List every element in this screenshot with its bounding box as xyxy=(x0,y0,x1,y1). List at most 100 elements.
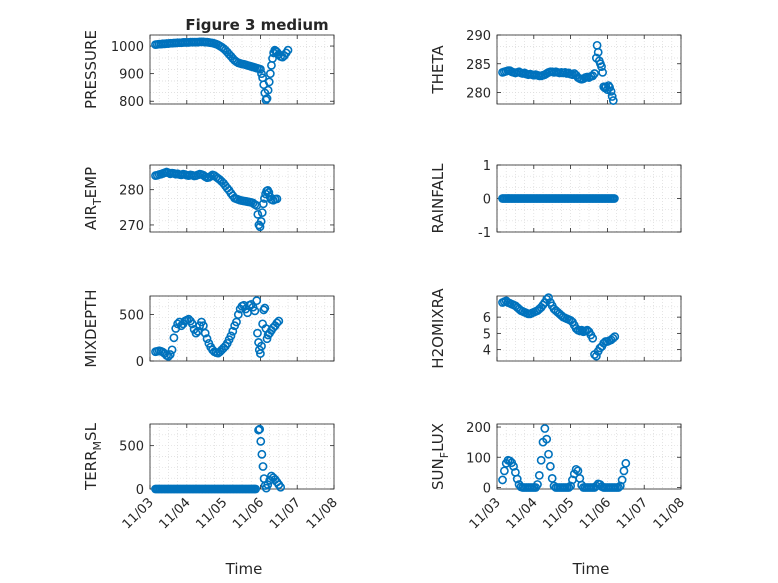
y-axis-label: H2OMIXRA xyxy=(429,288,447,369)
data-point xyxy=(226,331,236,341)
data-point xyxy=(274,316,284,326)
data-point xyxy=(621,458,631,468)
data-point xyxy=(545,461,555,471)
data-point xyxy=(597,62,606,72)
y-tick-label: 0 xyxy=(483,481,491,496)
x-axis-label: Time xyxy=(572,560,610,578)
y-tick-label: -1 xyxy=(478,226,491,241)
data-point xyxy=(591,351,601,361)
y-tick-label: 5 xyxy=(483,327,491,342)
data-point xyxy=(564,483,574,492)
data-point xyxy=(610,332,620,342)
data-point xyxy=(257,208,267,218)
data-point xyxy=(614,483,623,492)
data-point xyxy=(261,95,271,105)
y-axis-label: MIXDEPTH xyxy=(82,289,100,367)
y-axis-label: RAINFALL xyxy=(429,163,447,234)
data-point xyxy=(253,209,263,219)
data-point xyxy=(588,333,598,343)
data-point xyxy=(605,82,615,92)
data-point xyxy=(233,310,243,319)
data-point xyxy=(534,470,544,480)
y-axis-label-subscript: M xyxy=(91,441,104,451)
data-point xyxy=(272,318,282,328)
data-point xyxy=(202,334,212,344)
data-point xyxy=(593,47,603,57)
data-point xyxy=(268,54,277,63)
data-point xyxy=(263,85,273,95)
data-point xyxy=(250,306,260,316)
data-point xyxy=(163,351,173,361)
y-axis-label-subscript: T xyxy=(91,198,104,206)
panel-rainfall: -1 0 1 RAINFALL xyxy=(429,159,682,241)
y-tick-label: 6 xyxy=(483,311,491,326)
data-point xyxy=(167,345,177,355)
data-point xyxy=(260,303,270,313)
data-point xyxy=(228,326,238,336)
y-axis-label: THETA xyxy=(429,45,447,95)
data-point xyxy=(200,328,210,338)
panel-pressure: 800 900 1000 PRESSURE xyxy=(82,30,335,110)
data-point xyxy=(255,64,265,74)
y-axis-label: PRESSURE xyxy=(82,30,100,109)
y-axis-label: AIRTEMP xyxy=(82,167,104,230)
y-tick-label: 900 xyxy=(119,68,144,83)
data-point xyxy=(256,217,266,226)
axes-box xyxy=(149,164,335,233)
y-tick-label: 285 xyxy=(466,58,491,73)
y-tick-label: 800 xyxy=(119,95,144,110)
data-point xyxy=(533,480,542,489)
data-point xyxy=(257,449,267,459)
y-axis-label-rest: SL xyxy=(82,422,100,441)
data-point xyxy=(571,464,581,474)
y-tick-label: 200 xyxy=(466,421,491,436)
panel-theta: 280 285 290 THETA xyxy=(429,29,682,105)
data-point xyxy=(257,341,266,351)
data-point xyxy=(252,296,262,306)
data-point xyxy=(255,424,265,434)
data-point xyxy=(544,293,553,303)
panel-mixdepth: 0 500 MIXDEPTH xyxy=(82,289,335,370)
y-tick-label: 500 xyxy=(119,309,144,324)
data-point xyxy=(251,484,261,494)
data-point xyxy=(264,77,274,87)
y-tick-label: 280 xyxy=(119,184,144,199)
x-axis-label: Time xyxy=(225,560,263,578)
panel-air_temp: 270 280 AIRTEMP xyxy=(82,164,335,234)
data-point xyxy=(609,194,619,203)
data-point xyxy=(542,434,552,444)
data-point xyxy=(265,69,275,79)
data-point xyxy=(606,86,616,96)
y-tick-label: 1 xyxy=(483,159,491,174)
data-point xyxy=(540,424,550,433)
data-point xyxy=(498,475,507,485)
data-point xyxy=(169,333,179,343)
y-axis-label-main: AIR xyxy=(82,205,100,230)
y-tick-label: 100 xyxy=(466,451,491,466)
data-point xyxy=(536,455,546,465)
figure-title: Figure 3 medium xyxy=(185,16,328,34)
y-tick-label: 0 xyxy=(136,355,144,370)
y-tick-label: 0 xyxy=(483,193,491,208)
data-point xyxy=(257,69,266,79)
data-point xyxy=(255,222,265,232)
data-point xyxy=(608,96,618,105)
axes-box xyxy=(149,34,335,105)
data-point xyxy=(617,475,627,485)
panel-h2omixra: 4 56 H2OMIXRA xyxy=(429,288,682,369)
data-point xyxy=(258,462,268,471)
y-tick-label: 4 xyxy=(483,344,491,359)
y-axis-label-rest: EMP xyxy=(82,167,100,198)
data-point xyxy=(598,67,608,77)
y-axis-label-main: SUN xyxy=(429,458,447,490)
y-axis-label-subscript: F xyxy=(438,452,451,458)
data-point xyxy=(590,69,599,78)
data-point xyxy=(512,474,522,484)
y-tick-label: 290 xyxy=(466,29,491,44)
data-point xyxy=(608,333,618,343)
data-point xyxy=(276,482,286,492)
y-tick-label: 0 xyxy=(136,483,144,498)
axes-box xyxy=(149,295,335,362)
data-point xyxy=(272,194,282,204)
